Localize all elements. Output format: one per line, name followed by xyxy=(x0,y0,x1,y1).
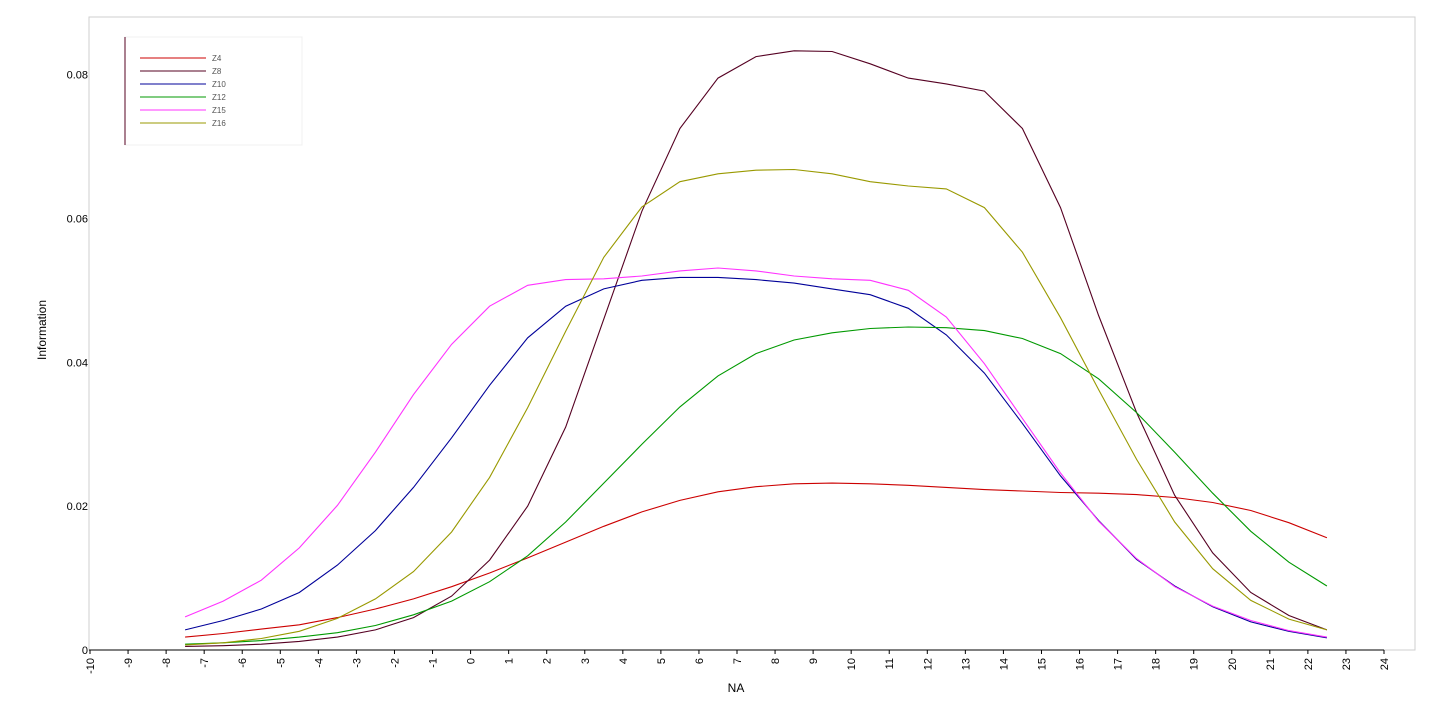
series-line-z4 xyxy=(185,482,1328,638)
x-tick-label: -10 xyxy=(85,658,97,674)
legend-box xyxy=(124,36,303,146)
x-tick-label: 19 xyxy=(1189,658,1201,670)
series-line-z16 xyxy=(185,168,1328,646)
x-tick-label: -1 xyxy=(428,658,440,668)
legend-label-z15: Z15 xyxy=(212,106,226,115)
series-line-z15 xyxy=(184,267,1327,638)
x-axis-ticks: -10 -9 -8 -7 -6 -5 -4 -3 -2 -1 0 1 2 3 4 5 6 7 8 9 10 11 12 13 1… xyxy=(85,650,1391,674)
x-axis-title: NA xyxy=(728,681,745,695)
y-tick-label: 0.04 xyxy=(67,357,88,369)
series-line-z10 xyxy=(184,276,1327,639)
legend-label-z4: Z4 xyxy=(212,54,222,63)
x-tick-label: 12 xyxy=(922,658,934,670)
y-tick-label: 0.06 xyxy=(67,213,88,225)
x-tick-label: -2 xyxy=(389,658,401,668)
x-tick-label: 24 xyxy=(1379,658,1391,670)
y-tick-label: 0.08 xyxy=(67,70,88,82)
x-tick-label: 3 xyxy=(580,658,592,664)
x-tick-label: 13 xyxy=(960,658,972,670)
x-tick-label: -5 xyxy=(275,658,287,668)
x-tick-label: 20 xyxy=(1227,658,1239,670)
legend-label-z16: Z16 xyxy=(212,119,226,128)
y-tick-label: 0.02 xyxy=(67,501,88,513)
x-tick-label: 18 xyxy=(1151,658,1163,670)
x-tick-label: -8 xyxy=(161,658,173,668)
x-tick-label: -3 xyxy=(351,658,363,668)
x-tick-label: 14 xyxy=(998,658,1010,670)
x-tick-label: 5 xyxy=(656,658,668,664)
x-tick-label: 21 xyxy=(1265,658,1277,670)
x-tick-label: 0 xyxy=(466,658,478,664)
x-tick-label: 11 xyxy=(884,658,896,669)
series-line-z8 xyxy=(185,50,1328,647)
x-tick-label: -7 xyxy=(199,658,211,668)
x-tick-label: 6 xyxy=(694,658,706,664)
x-tick-label: 1 xyxy=(504,658,516,664)
x-tick-label: 9 xyxy=(808,658,820,664)
x-tick-label: -6 xyxy=(237,658,249,668)
x-tick-label: 16 xyxy=(1075,658,1087,670)
series-line-z12 xyxy=(185,326,1328,645)
legend-label-z12: Z12 xyxy=(212,93,226,102)
x-tick-label: 10 xyxy=(846,658,858,670)
x-tick-label: 22 xyxy=(1303,658,1315,670)
y-tick-label: 0 xyxy=(82,645,88,657)
x-tick-label: 7 xyxy=(732,658,744,664)
x-tick-label: 2 xyxy=(542,658,554,664)
legend: Z4 Z8 Z10 Z12 Z15 Z16 xyxy=(124,36,303,146)
x-tick-label: 23 xyxy=(1341,658,1353,670)
legend-label-z8: Z8 xyxy=(212,67,222,76)
x-tick-label: 4 xyxy=(618,658,630,664)
y-axis-ticks: 0 0.02 0.04 0.06 0.08 xyxy=(67,70,88,657)
legend-label-z10: Z10 xyxy=(212,80,226,89)
x-tick-label: 8 xyxy=(770,658,782,664)
y-axis-title: Information xyxy=(35,300,49,360)
x-tick-label: -9 xyxy=(123,658,135,668)
series-lines xyxy=(184,50,1328,647)
x-tick-label: 15 xyxy=(1036,658,1048,670)
x-tick-label: -4 xyxy=(313,658,325,668)
x-tick-label: 17 xyxy=(1113,658,1125,670)
